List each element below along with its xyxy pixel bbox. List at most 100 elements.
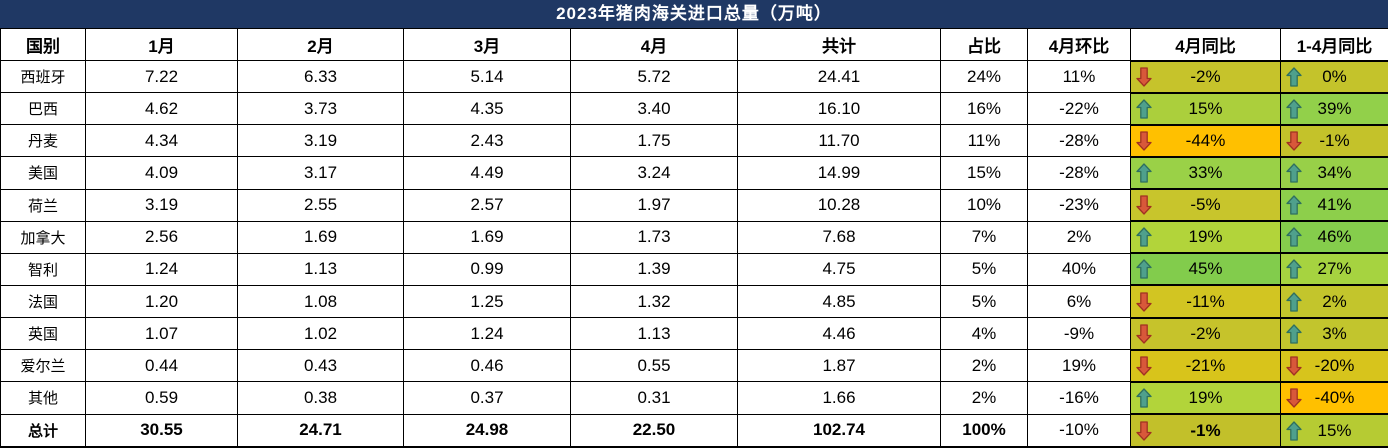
- cell-m3: 0.99: [403, 252, 571, 286]
- cell-yoy14: 0%: [1280, 59, 1388, 94]
- cell-m3: 0.46: [403, 349, 571, 383]
- cell-m1: 1.20: [85, 284, 238, 319]
- cell-mom: 11%: [1027, 59, 1131, 94]
- cell-m3: 5.14: [403, 59, 571, 94]
- cell-share: 2%: [940, 349, 1028, 383]
- cell-m3: 0.37: [403, 381, 571, 415]
- cell-mom: -23%: [1027, 188, 1131, 222]
- down-arrow-icon: [1136, 195, 1152, 215]
- total-cell-m3: 24.98: [403, 413, 571, 448]
- cell-yoy4: -11%: [1130, 284, 1281, 319]
- cell-m1: 1.07: [85, 317, 238, 351]
- table-row: 西班牙 7.22 6.33 5.14 5.72 24.41 24% 11% -2% 0%: [0, 59, 1388, 94]
- total-cell-mom: -10%: [1027, 413, 1131, 448]
- cell-m2: 0.38: [237, 381, 404, 415]
- cell-mom: 2%: [1027, 220, 1131, 254]
- cell-share: 10%: [940, 188, 1028, 222]
- column-header-country: 国别: [0, 28, 86, 61]
- column-header-jan-apr-yoy: 1-4月同比: [1280, 28, 1388, 61]
- table-row: 丹麦 4.34 3.19 2.43 1.75 11.70 11% -28% -44% -1%: [0, 123, 1388, 158]
- cell-yoy4: 45%: [1130, 252, 1281, 287]
- cell-country: 爱尔兰: [0, 349, 86, 383]
- cell-mom: -16%: [1027, 381, 1131, 415]
- yoy-value: 0%: [1322, 66, 1347, 86]
- up-arrow-icon: [1286, 324, 1302, 344]
- table-row: 智利 1.24 1.13 0.99 1.39 4.75 5% 40% 45% 27%: [0, 252, 1388, 287]
- cell-m4: 1.73: [570, 220, 738, 254]
- yoy-value: 46%: [1317, 227, 1352, 247]
- cell-share: 11%: [940, 124, 1028, 158]
- cell-m2: 2.55: [237, 188, 404, 222]
- cell-mom: 19%: [1027, 349, 1131, 383]
- up-arrow-icon: [1286, 66, 1302, 87]
- down-arrow-icon: [1136, 66, 1152, 87]
- total-row: 总计 30.55 24.71 24.98 22.50 102.74 100% -10% -1% 1…: [0, 413, 1388, 448]
- yoy-value: 34%: [1317, 162, 1352, 182]
- cell-mom: -28%: [1027, 124, 1131, 158]
- cell-share: 7%: [940, 220, 1028, 254]
- up-arrow-icon: [1136, 388, 1152, 408]
- down-arrow-icon: [1136, 356, 1152, 376]
- cell-m2: 3.19: [237, 124, 404, 158]
- cell-yoy4: -1%: [1130, 413, 1281, 448]
- column-header-apr-yoy: 4月同比: [1130, 28, 1281, 61]
- cell-m2: 1.13: [237, 252, 404, 286]
- cell-total: 11.70: [737, 124, 941, 158]
- yoy-value: 41%: [1317, 195, 1352, 215]
- cell-share: 24%: [940, 59, 1028, 94]
- cell-yoy4: -2%: [1130, 316, 1281, 351]
- cell-m4: 1.97: [570, 188, 738, 222]
- cell-country: 荷兰: [0, 188, 86, 222]
- cell-yoy14: -1%: [1280, 123, 1388, 158]
- down-arrow-icon: [1136, 420, 1152, 441]
- yoy-value: 15%: [1188, 98, 1223, 118]
- cell-share: 5%: [940, 284, 1028, 319]
- cell-yoy4: -44%: [1130, 123, 1281, 158]
- cell-yoy14: -20%: [1280, 348, 1388, 383]
- cell-total: 1.87: [737, 349, 941, 383]
- down-arrow-icon: [1136, 291, 1152, 312]
- cell-m1: 0.59: [85, 381, 238, 415]
- cell-total: 4.46: [737, 317, 941, 351]
- cell-yoy4: 19%: [1130, 380, 1281, 416]
- cell-mom: 6%: [1027, 284, 1131, 319]
- cell-m2: 1.08: [237, 284, 404, 319]
- cell-m2: 0.43: [237, 349, 404, 383]
- column-header-feb: 2月: [237, 28, 404, 61]
- cell-yoy14: 27%: [1280, 252, 1388, 287]
- cell-country: 美国: [0, 156, 86, 190]
- cell-share: 16%: [940, 92, 1028, 126]
- up-arrow-icon: [1286, 99, 1302, 119]
- cell-m1: 4.09: [85, 156, 238, 190]
- up-arrow-icon: [1286, 163, 1302, 183]
- column-header-jan: 1月: [85, 28, 238, 61]
- cell-country: 加拿大: [0, 220, 86, 254]
- cell-country: 西班牙: [0, 59, 86, 94]
- cell-total: 4.85: [737, 284, 941, 319]
- cell-m2: 1.02: [237, 317, 404, 351]
- cell-yoy4: 33%: [1130, 155, 1281, 191]
- cell-yoy14: 41%: [1280, 188, 1388, 223]
- cell-m4: 1.13: [570, 317, 738, 351]
- cell-share: 4%: [940, 317, 1028, 351]
- table-row: 美国 4.09 3.17 4.49 3.24 14.99 15% -28% 33% 34%: [0, 155, 1388, 191]
- column-header-mar: 3月: [403, 28, 571, 61]
- cell-m4: 0.55: [570, 349, 738, 383]
- yoy-value: 45%: [1188, 259, 1223, 279]
- cell-m3: 4.49: [403, 156, 571, 190]
- cell-total: 14.99: [737, 156, 941, 190]
- table-row: 英国 1.07 1.02 1.24 1.13 4.46 4% -9% -2% 3%: [0, 316, 1388, 351]
- cell-yoy4: -5%: [1130, 188, 1281, 223]
- cell-m3: 1.25: [403, 284, 571, 319]
- yoy-value: -21%: [1185, 355, 1226, 375]
- cell-m3: 1.69: [403, 220, 571, 254]
- yoy-value: -11%: [1186, 291, 1225, 311]
- cell-m3: 2.43: [403, 124, 571, 158]
- yoy-value: -1%: [1319, 130, 1350, 150]
- cell-m2: 6.33: [237, 59, 404, 94]
- cell-yoy14: 39%: [1280, 91, 1388, 126]
- total-cell-country: 总计: [0, 413, 86, 448]
- cell-yoy14: 2%: [1280, 284, 1388, 319]
- yoy-value: 3%: [1322, 323, 1347, 343]
- cell-m1: 7.22: [85, 59, 238, 94]
